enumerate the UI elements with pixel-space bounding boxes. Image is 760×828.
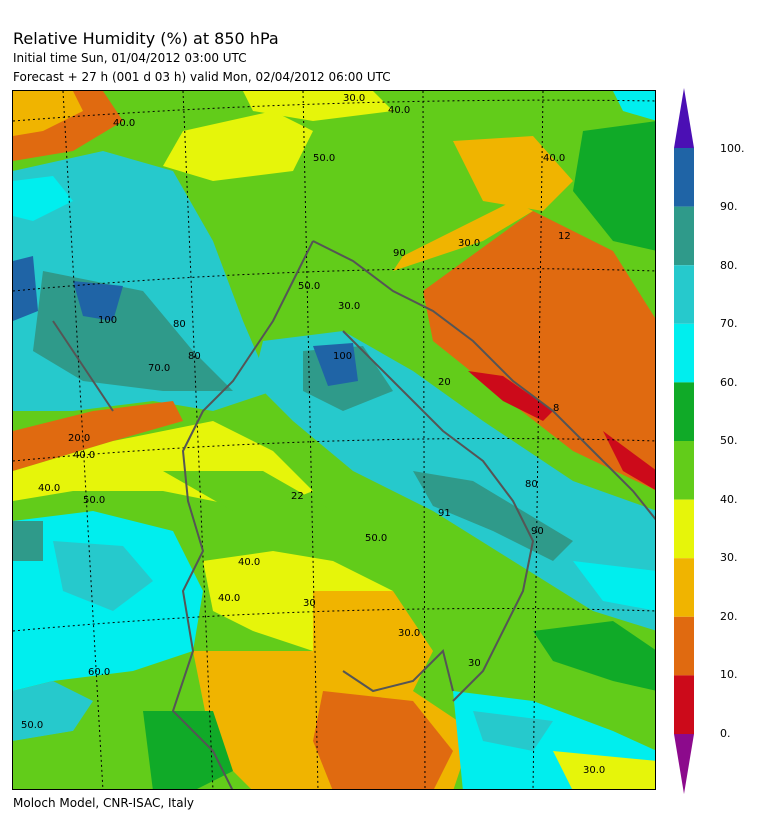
field-dry-east bbox=[423, 211, 655, 491]
contour-label: 30.0 bbox=[583, 765, 605, 776]
legend-bin-80-90 bbox=[674, 206, 694, 266]
legend-label: 40. bbox=[720, 493, 738, 506]
contour-label: 40.0 bbox=[218, 593, 240, 604]
legend-label: 20. bbox=[720, 610, 738, 623]
legend-bin-0-10 bbox=[674, 675, 694, 734]
contour-labels: 30.0 40.0 40.0 50.0 40.0 30.0 12 100 50.… bbox=[21, 93, 605, 776]
legend-label: 80. bbox=[720, 259, 738, 272]
contour-label: 100 bbox=[333, 351, 352, 362]
legend-label: 10. bbox=[720, 668, 738, 681]
contour-label: 30 bbox=[468, 658, 481, 669]
legend-bin-60-70 bbox=[674, 323, 694, 383]
legend-label: 0. bbox=[720, 727, 731, 740]
lat-lon-grid bbox=[13, 91, 655, 789]
contour-label: 30 bbox=[303, 598, 316, 609]
legend-label: 90. bbox=[720, 200, 738, 213]
legend-bin-70-80 bbox=[674, 265, 694, 324]
map-title: Relative Humidity (%) at 850 hPa bbox=[13, 29, 279, 48]
contour-label: 90 bbox=[393, 248, 406, 259]
contour-label: 80 bbox=[525, 479, 538, 490]
contour-label: 50.0 bbox=[298, 281, 320, 292]
contour-label: 22 bbox=[291, 491, 304, 502]
contour-label: 100 bbox=[98, 315, 117, 326]
legend-bar bbox=[674, 88, 694, 794]
contour-label: 20 bbox=[438, 377, 451, 388]
contour-label: 91 bbox=[438, 508, 451, 519]
coastlines bbox=[52, 240, 655, 789]
legend-bin-90-100 bbox=[674, 148, 694, 207]
contour-label: 12 bbox=[558, 231, 571, 242]
contour-label: 30.0 bbox=[338, 301, 360, 312]
legend-over-arrow bbox=[674, 88, 694, 148]
contour-label: 80 bbox=[188, 351, 201, 362]
contour-label: 40.0 bbox=[543, 153, 565, 164]
contour-label: 30.0 bbox=[343, 93, 365, 104]
humidity-map: 30.0 40.0 40.0 50.0 40.0 30.0 12 100 50.… bbox=[12, 90, 656, 790]
model-credit: Moloch Model, CNR-ISAC, Italy bbox=[13, 796, 195, 810]
field-moist-top bbox=[163, 111, 313, 181]
contour-label: 8 bbox=[553, 403, 559, 414]
contour-label: 40.0 bbox=[73, 450, 95, 461]
contour-label: 50.0 bbox=[21, 720, 43, 731]
legend-label: 60. bbox=[720, 376, 738, 389]
contour-label: 30.0 bbox=[398, 628, 420, 639]
contour-label: 50.0 bbox=[83, 495, 105, 506]
contour-label: 90 bbox=[531, 526, 544, 537]
legend-label: 100. bbox=[720, 142, 745, 155]
legend-bin-50-60 bbox=[674, 382, 694, 441]
legend-label: 30. bbox=[720, 551, 738, 564]
contour-label: 70.0 bbox=[148, 363, 170, 374]
contour-label: 50.0 bbox=[365, 533, 387, 544]
contour-label: 40.0 bbox=[388, 105, 410, 116]
contour-label: 40.0 bbox=[113, 118, 135, 129]
color-legend bbox=[672, 88, 760, 794]
legend-bin-40-50 bbox=[674, 441, 694, 500]
contour-label: 40.0 bbox=[38, 483, 60, 494]
contour-label: 40.0 bbox=[238, 557, 260, 568]
initial-time: Initial time Sun, 01/04/2012 03:00 UTC bbox=[13, 51, 247, 65]
legend-bin-20-30 bbox=[674, 558, 694, 617]
forecast-validity: Forecast + 27 h (001 d 03 h) valid Mon, … bbox=[13, 70, 391, 84]
contour-label: 60.0 bbox=[88, 667, 110, 678]
legend-bin-10-20 bbox=[674, 616, 694, 676]
contour-label: 80 bbox=[173, 319, 186, 330]
legend-label: 50. bbox=[720, 434, 738, 447]
legend-label: 70. bbox=[720, 317, 738, 330]
legend-under-arrow bbox=[674, 734, 694, 794]
contour-label: 50.0 bbox=[313, 153, 335, 164]
contour-label: 30.0 bbox=[458, 238, 480, 249]
humidity-field: 30.0 40.0 40.0 50.0 40.0 30.0 12 100 50.… bbox=[13, 91, 655, 789]
contour-label: 20.0 bbox=[68, 433, 90, 444]
legend-bin-30-40 bbox=[674, 499, 694, 559]
